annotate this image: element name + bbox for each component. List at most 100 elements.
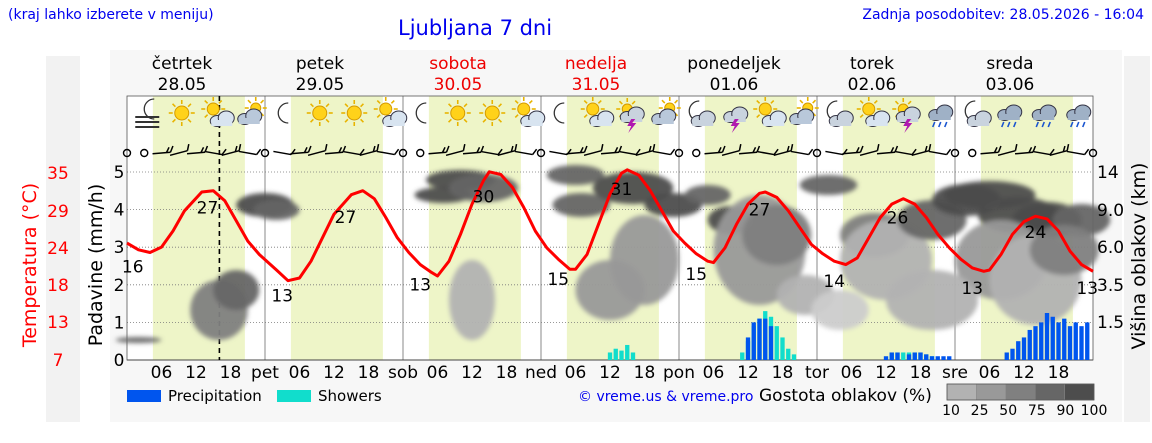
x-tick-label: 18 [772,363,794,383]
wind-barb-icon [204,148,227,156]
wind-barb-icon [894,148,917,156]
thunder-sun-icon [892,98,921,133]
x-tick-label: pet [251,363,279,383]
temperature-value-label: 13 [271,286,293,306]
rain-cloud-icon [1031,104,1057,128]
temperature-value-label: 30 [473,188,495,208]
moon-icon [415,102,427,124]
x-tick-label: sre [942,363,968,383]
shower-bar [901,352,906,360]
temperature-value-label: 31 [611,180,633,200]
precipitation-bar [1010,348,1015,360]
x-tick-label: 06 [841,363,863,383]
shower-bar [630,352,636,360]
sun-icon [444,100,471,126]
wind-barb-icon [652,148,676,156]
x-tick-label: tor [805,363,829,383]
wind-calm-icon [950,148,960,158]
precipitation-bar [947,356,952,360]
cloud-blob [253,200,300,220]
shower-bar [607,352,613,360]
temperature-value-label: 26 [887,208,909,228]
temperature-tick: 29 [47,202,69,222]
wind-calm-icon [536,148,546,158]
wind-barb-icon [980,145,1002,155]
wind-barb-icon [307,143,328,157]
cloud-blob [213,270,260,310]
sun-cloud-icon [201,97,235,127]
cloud-blob [575,260,645,320]
cloud-blob [811,290,869,330]
day-name: petek [296,54,344,74]
precipitation-tick: 4 [114,201,125,221]
precipitation-bars [607,311,1090,360]
x-tick-label: 18 [634,363,656,383]
x-tick-label: 12 [737,363,759,383]
cloud-sun-icon [237,97,267,125]
day-name: sreda [986,54,1033,74]
temperature-curve [126,168,1094,283]
day-date: 28.05 [158,75,207,95]
cloud-density-legend-title: Gostota oblakov (%) [759,386,932,406]
cloud-density-level-label: 100 [1081,403,1108,419]
moon-cloud-icon [826,100,854,127]
moon-cloud-icon [688,100,716,127]
wind-barb-icon [290,145,312,155]
precipitation-bar [1004,352,1009,360]
precipitation-bar [1027,329,1032,360]
sun-icon [168,100,195,126]
wind-barb-icon [911,143,932,157]
cloud-height-tick: 14 [1097,163,1119,183]
shower-bar [791,354,797,360]
day-date: 02.06 [848,75,897,95]
copyright-link: © vreme.us & vreme.pro [578,389,753,405]
wind-calm-icon [140,148,149,158]
precipitation-tick: 0 [114,351,125,371]
x-tick-label: 12 [599,363,621,383]
cloud-density-swatch [976,383,1007,401]
x-tick-label: 06 [979,363,1001,383]
precipitation-bar [1067,326,1073,360]
wind-barb-icon [238,148,262,156]
temperature-value-label: 27 [197,198,219,218]
x-tick-label: 18 [220,363,242,383]
precipitation-bar [918,352,923,360]
cloud-density-level-label: 10 [942,403,960,419]
precipitation-bar [883,356,889,360]
day-name: četrtek [152,54,213,74]
wind-calm-icon [692,148,701,158]
cloud-height-tick: 3.5 [1097,276,1124,296]
wind-calm-icon [812,148,822,158]
precipitation-tick: 3 [114,238,125,258]
cloud-blob [449,260,495,340]
cloud-blob [684,185,731,205]
daylight-band [290,96,383,360]
cloud-density-level-label: 50 [999,403,1017,419]
x-tick-label: 18 [358,363,380,383]
temperature-value-label: 15 [685,265,707,285]
precipitation-bar [906,354,912,360]
precipitation-bar [1056,322,1061,360]
wind-calm-icon [416,148,425,158]
day-date: 30.05 [434,75,483,95]
weather-icons-row [135,97,1092,133]
x-tick-label: 12 [185,363,207,383]
temperature-tick: 24 [47,239,69,259]
precipitation-bar [1016,341,1021,360]
wind-barb-icon [514,148,538,156]
cloud-density-level-label: 25 [971,403,989,419]
precipitation-bar [912,352,917,360]
sun-cloud-icon [511,97,546,127]
precipitation-legend-label: Precipitation [168,387,262,405]
cloud-blob [799,175,858,195]
day-name: nedelja [565,54,627,74]
rain-cloud-icon [1066,104,1092,128]
wind-barb-icon [342,148,365,156]
cloud-density-swatch [1034,383,1065,401]
day-date: 03.06 [986,75,1035,95]
cloud-density-swatch [946,383,977,401]
wind-barb-icon [756,148,779,156]
thunder-sun-icon [616,98,645,133]
cloud-density-scale-frame [946,383,1095,401]
x-tick-label: ned [525,363,557,383]
